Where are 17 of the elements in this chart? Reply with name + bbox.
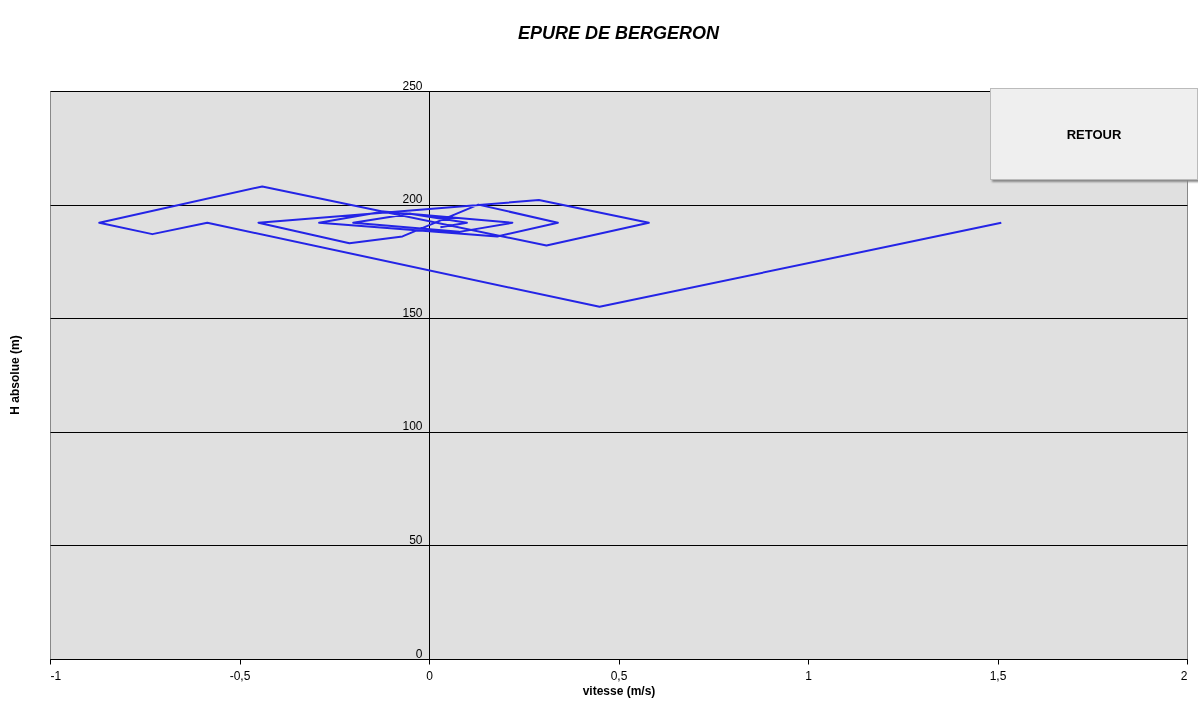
- x-tick-label: 0: [426, 668, 434, 683]
- x-tick-label: 0,5: [610, 668, 628, 683]
- x-axis-title: vitesse (m/s): [582, 683, 656, 698]
- retour-button: RETOUR: [990, 88, 1198, 180]
- chart-title: EPURE DE BERGERON: [517, 23, 721, 43]
- x-tick-label: 1,5: [989, 668, 1007, 683]
- x-tick-label: 1: [805, 668, 813, 683]
- y-tick-label: 100: [402, 419, 423, 434]
- x-tick-label: -1: [50, 668, 62, 683]
- y-tick-label: 50: [409, 532, 423, 547]
- y-tick-label: 150: [402, 305, 423, 320]
- x-tick-label: 2: [1180, 668, 1188, 683]
- y-axis-title: H absolue (m): [8, 335, 22, 415]
- y-tick-label: 200: [402, 192, 423, 207]
- y-tick-label: 0: [415, 646, 423, 661]
- y-tick-label: 250: [402, 78, 423, 93]
- x-tick-label: -0,5: [229, 668, 251, 683]
